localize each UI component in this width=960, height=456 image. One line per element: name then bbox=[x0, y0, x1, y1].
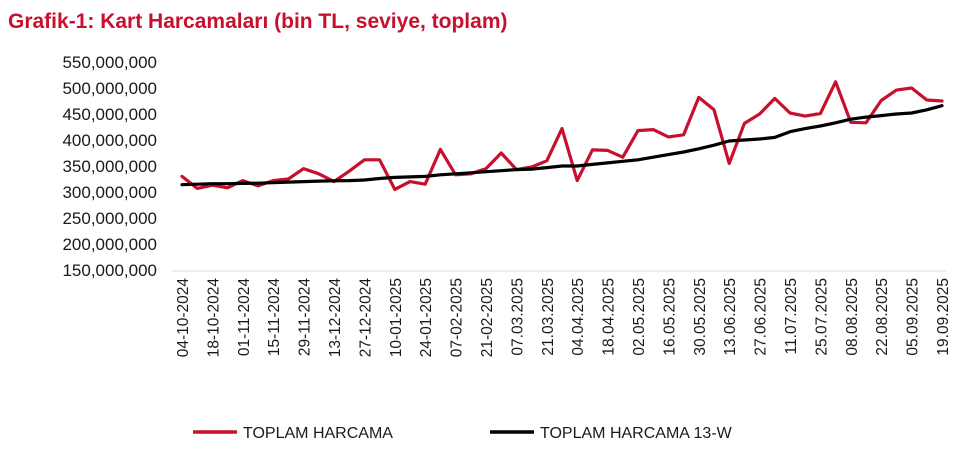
x-tick-label: 16.05.2025 bbox=[661, 278, 678, 356]
chart-title: Grafik-1: Kart Harcamaları (bin TL, sevi… bbox=[8, 10, 508, 33]
x-tick-label: 21-02-2025 bbox=[479, 278, 496, 357]
x-tick-label: 02.05.2025 bbox=[631, 278, 648, 356]
x-tick-label: 22.08.2025 bbox=[874, 278, 891, 356]
x-tick-label: 08.08.2025 bbox=[844, 278, 861, 356]
x-tick-label: 18-10-2024 bbox=[205, 278, 222, 358]
legend-label: TOPLAM HARCAMA 13-W bbox=[540, 425, 733, 442]
x-tick-label: 24-01-2025 bbox=[418, 278, 435, 357]
x-tick-label: 11.07.2025 bbox=[783, 278, 800, 354]
y-tick-label: 550,000,000 bbox=[62, 53, 157, 72]
y-tick-label: 200,000,000 bbox=[62, 235, 157, 254]
y-tick-label: 500,000,000 bbox=[62, 79, 157, 98]
x-tick-label: 13.06.2025 bbox=[722, 278, 739, 356]
x-tick-label: 10-01-2025 bbox=[388, 278, 405, 357]
x-tick-label: 18.04.2025 bbox=[601, 278, 618, 356]
x-tick-label: 07-02-2025 bbox=[449, 278, 466, 357]
x-tick-label: 30.05.2025 bbox=[692, 278, 709, 356]
y-tick-label: 150,000,000 bbox=[62, 261, 157, 280]
x-tick-label: 21.03.2025 bbox=[540, 278, 557, 356]
y-tick-label: 350,000,000 bbox=[62, 157, 157, 176]
y-tick-label: 400,000,000 bbox=[62, 131, 157, 150]
x-tick-label: 27.06.2025 bbox=[753, 278, 770, 356]
y-axis-ticks: 550,000,000 500,000,000 450,000,000 400,000… bbox=[62, 53, 157, 280]
series-lines bbox=[180, 80, 944, 191]
x-tick-label: 04-10-2024 bbox=[175, 278, 192, 358]
x-tick-label: 19.09.2025 bbox=[935, 278, 952, 356]
series-line-toplam-harcama-13w bbox=[180, 104, 944, 187]
x-tick-label: 13-12-2024 bbox=[327, 278, 344, 358]
x-tick-label: 04.04.2025 bbox=[570, 278, 587, 356]
legend: TOPLAM HARCAMA TOPLAM HARCAMA 13-W bbox=[193, 425, 733, 442]
series-line-toplam-harcama bbox=[180, 80, 944, 191]
x-axis-ticks: 04-10-2024 18-10-2024 01-11-2024 15-11-2024… bbox=[175, 278, 952, 358]
y-tick-label: 300,000,000 bbox=[62, 183, 157, 202]
y-tick-label: 450,000,000 bbox=[62, 105, 157, 124]
x-tick-label: 15-11-2024 bbox=[266, 278, 283, 357]
x-tick-label: 05.09.2025 bbox=[905, 278, 922, 356]
x-tick-label: 25.07.2025 bbox=[813, 278, 830, 356]
legend-label: TOPLAM HARCAMA bbox=[243, 425, 393, 442]
x-tick-label: 01-11-2024 bbox=[236, 278, 253, 357]
y-tick-label: 250,000,000 bbox=[62, 209, 157, 228]
x-tick-label: 07.03.2025 bbox=[509, 278, 526, 356]
x-tick-label: 29-11-2024 bbox=[297, 278, 314, 357]
x-tick-label: 27-12-2024 bbox=[357, 278, 374, 358]
